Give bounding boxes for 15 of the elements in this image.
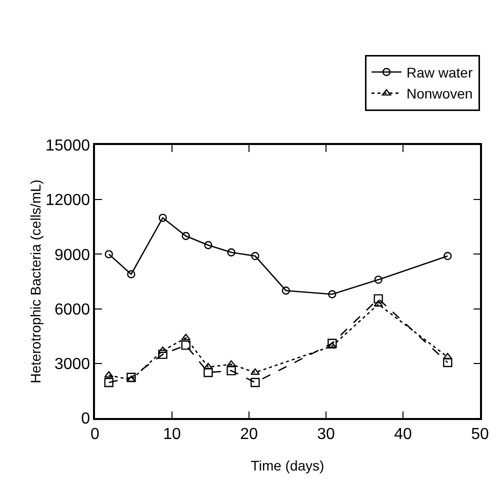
y-tick-label: 9000 bbox=[54, 246, 90, 264]
y-tick-label: 3000 bbox=[54, 356, 90, 373]
legend-label: Raw water bbox=[406, 64, 473, 80]
x-tick-label: 20 bbox=[240, 426, 258, 443]
y-tick-label: 15000 bbox=[46, 138, 90, 155]
y-tick-label: 0 bbox=[81, 410, 90, 428]
y-tick-label: 6000 bbox=[54, 301, 90, 318]
legend-label: Nonwoven bbox=[406, 86, 473, 102]
y-axis-title: Heterotrophic Bacteria (cells/mL) bbox=[28, 180, 44, 384]
y-tick-label: 12000 bbox=[46, 192, 90, 210]
x-tick-label: 10 bbox=[163, 426, 181, 443]
x-axis-title: Time (days) bbox=[250, 458, 324, 474]
x-tick-label: 50 bbox=[471, 426, 489, 443]
x-tick-label: 40 bbox=[394, 426, 412, 443]
x-tick-label: 30 bbox=[317, 426, 335, 443]
